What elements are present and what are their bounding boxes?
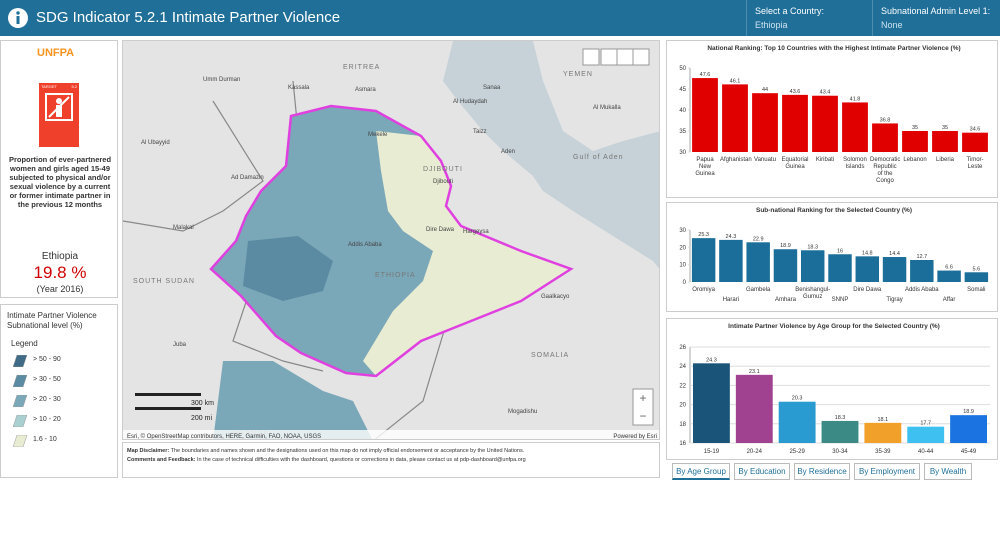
attribution: Esri, © OpenStreetMap contributors, HERE… bbox=[127, 433, 321, 440]
title: SDG Indicator 5.2.1 Intimate Partner Vio… bbox=[36, 9, 341, 26]
sdg-icon: TARGET 5.2 bbox=[39, 83, 79, 147]
ethiopia-east bbox=[363, 131, 571, 376]
map-label: Djibouti bbox=[433, 179, 453, 185]
disclaimer: Map Disclaimer: The boundaries and names… bbox=[122, 442, 660, 478]
chart-panel bbox=[666, 202, 998, 312]
info-icon[interactable] bbox=[6, 6, 30, 30]
legend-label: > 20 - 30 bbox=[33, 396, 61, 403]
scale-label: 300 km bbox=[191, 400, 214, 407]
map-label: Ad Damazin bbox=[231, 175, 264, 181]
disclaimer-label: Map Disclaimer: bbox=[127, 448, 170, 454]
select-label: Subnational Admin Level 1: bbox=[881, 6, 991, 16]
tab[interactable]: By Education bbox=[734, 463, 790, 480]
national-value: 19.8 % bbox=[33, 263, 87, 282]
map-label: Juba bbox=[173, 342, 187, 348]
legend-swatch bbox=[13, 435, 27, 447]
year: (Year 2016) bbox=[36, 284, 84, 294]
map-label: Taizz bbox=[473, 129, 487, 135]
legend-swatch bbox=[13, 395, 27, 407]
tab[interactable]: By Age Group bbox=[672, 463, 730, 480]
map-label: Gulf of Aden bbox=[573, 154, 624, 161]
legend-label: > 50 - 90 bbox=[33, 356, 61, 363]
legend-heading: Legend bbox=[11, 339, 38, 348]
map-label: Mogadishu bbox=[508, 409, 537, 415]
legend-label: > 30 - 50 bbox=[33, 376, 61, 383]
svg-text:−: − bbox=[639, 409, 646, 423]
legend-panel: Intimate Partner Violence Subnational le… bbox=[0, 304, 118, 478]
map-label: Al Hudaydah bbox=[453, 99, 487, 105]
legend-label: > 10 - 20 bbox=[33, 416, 61, 423]
ethiopia-outline bbox=[209, 104, 574, 378]
legend-swatch bbox=[13, 415, 27, 427]
powered-by: Powered by Esri bbox=[613, 434, 657, 440]
feedback-label: Comments and Feedback: bbox=[127, 457, 196, 463]
legend-label: 1.6 - 10 bbox=[33, 436, 57, 443]
map-tools[interactable] bbox=[582, 48, 650, 66]
feedback-text: In the case of technical difficulties wi… bbox=[197, 457, 526, 463]
tab[interactable]: By Residence bbox=[794, 463, 850, 480]
map-label: ERITREA bbox=[343, 64, 380, 71]
map-label: Hargeysa bbox=[463, 229, 489, 235]
zoom-buttons[interactable]: +− bbox=[632, 388, 654, 426]
map-label: Gaalkacyo bbox=[541, 294, 570, 300]
map-label: Dire Dawa bbox=[426, 227, 455, 233]
map-label: Al Mukalla bbox=[593, 105, 621, 111]
map-label: Sanaa bbox=[483, 85, 501, 91]
country: Ethiopia bbox=[41, 251, 79, 262]
map-label: Addis Ababa bbox=[348, 242, 382, 248]
map-label: Aden bbox=[501, 149, 515, 155]
legend-swatch bbox=[13, 355, 27, 367]
map-label: DJIBOUTI bbox=[423, 166, 463, 173]
map-label: Malakal bbox=[173, 225, 194, 231]
logo: UNFPA bbox=[37, 47, 75, 59]
select-label: Select a Country: bbox=[755, 6, 825, 16]
map-label: Al Ubayyid bbox=[141, 140, 170, 146]
select-value: None bbox=[881, 20, 903, 30]
country-select[interactable]: Select a Country: Ethiopia bbox=[746, 0, 870, 36]
attribution-bar bbox=[123, 430, 659, 439]
scale-label: 200 mi bbox=[191, 415, 212, 422]
map-label: Mekele bbox=[368, 132, 388, 138]
land-arabia bbox=[533, 41, 659, 151]
legend-title: Intimate Partner Violence Subnational le… bbox=[7, 311, 97, 330]
map-label: Umm Durman bbox=[203, 77, 240, 83]
tab[interactable]: By Wealth bbox=[924, 463, 972, 480]
disclaimer-text: The boundaries and names shown and the d… bbox=[170, 448, 525, 454]
target-label: TARGET bbox=[41, 84, 57, 89]
chart-panel bbox=[666, 40, 998, 198]
svg-text:+: + bbox=[639, 391, 646, 405]
map-label: SOUTH SUDAN bbox=[133, 278, 195, 285]
indicator-panel: UNFPA TARGET 5.2 Proportion of ever-part… bbox=[0, 40, 118, 298]
admin-select[interactable]: Subnational Admin Level 1: None bbox=[872, 0, 1000, 36]
region bbox=[213, 361, 372, 439]
target-number: 5.2 bbox=[71, 84, 77, 89]
map-label: Kassala bbox=[288, 85, 310, 91]
region bbox=[243, 236, 333, 301]
map-panel: + − ERITREA YEMEN Umm Durman Kassala Asmara Sa… bbox=[122, 40, 660, 440]
map-label: ETHIOPIA bbox=[375, 272, 416, 279]
map-label: Asmara bbox=[355, 87, 376, 93]
select-value: Ethiopia bbox=[755, 20, 788, 30]
tab[interactable]: By Employment bbox=[854, 463, 920, 480]
map-label: YEMEN bbox=[563, 71, 593, 78]
header: SDG Indicator 5.2.1 Intimate Partner Vio… bbox=[0, 0, 1000, 36]
chart-panel bbox=[666, 318, 998, 460]
indicator-text: Proportion of ever-partnered women and g… bbox=[8, 155, 112, 209]
map-label: SOMALIA bbox=[531, 352, 569, 359]
legend-swatch bbox=[13, 375, 27, 387]
